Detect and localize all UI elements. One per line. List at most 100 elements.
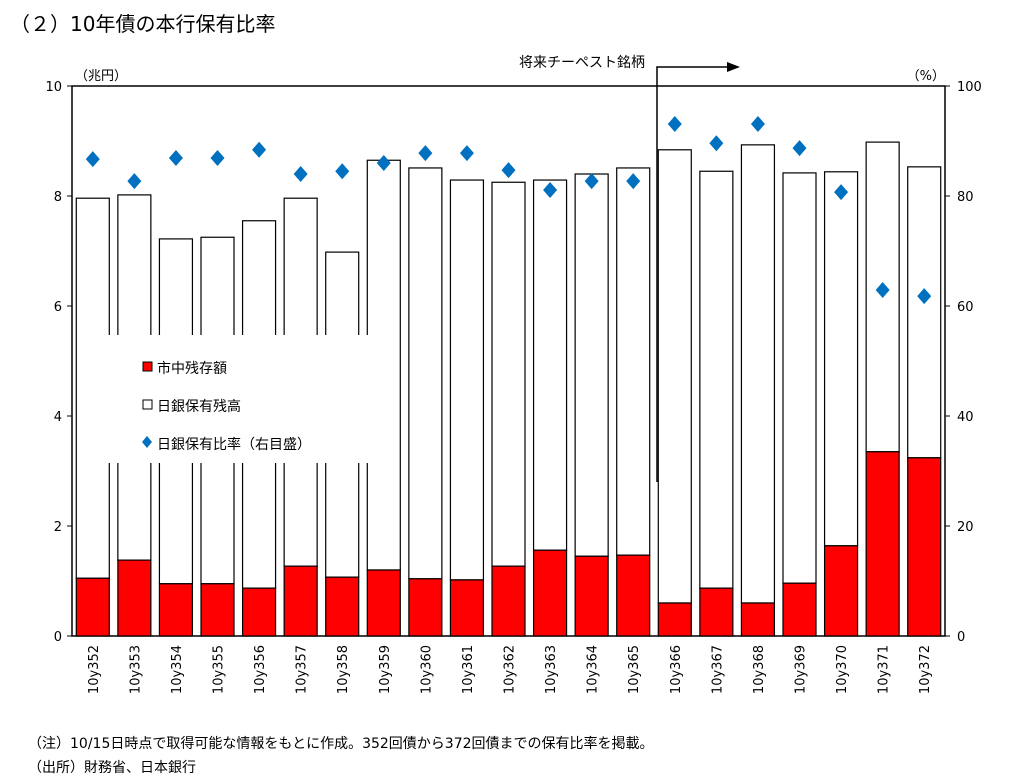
- x-tick-label: 10y352: [87, 645, 102, 694]
- x-tick-label: 10y357: [295, 645, 310, 694]
- bar-boj-holding: [740, 144, 776, 604]
- ratio-point: [501, 162, 516, 179]
- bar-market-outstanding: [907, 457, 942, 637]
- arrow-right-icon: [727, 62, 740, 72]
- bar-market-outstanding: [532, 549, 568, 637]
- bar-market-outstanding: [699, 587, 734, 637]
- ratio-point: [543, 181, 558, 198]
- x-tick-label: 10y353: [128, 645, 143, 694]
- x-tick-label: 10y363: [544, 645, 559, 694]
- ratio-point: [709, 135, 724, 152]
- ratio-point: [85, 151, 100, 168]
- bar-boj-holding: [532, 179, 568, 551]
- bar-boj-holding: [408, 167, 443, 580]
- x-tick-label: 10y355: [212, 645, 227, 694]
- ratio-point: [252, 141, 267, 158]
- bar-market-outstanding: [782, 582, 817, 637]
- y-right-axis-label: （%）: [907, 69, 945, 84]
- y-left-tick-label: 2: [54, 520, 62, 535]
- y-right-tick-label: 100: [957, 80, 982, 95]
- legend-label: 日銀保有残高: [157, 398, 241, 415]
- bar-boj-holding: [491, 181, 526, 567]
- ratio-point: [293, 166, 308, 182]
- bar-market-outstanding: [449, 579, 485, 637]
- y-left-tick-label: 8: [54, 190, 62, 205]
- bar-market-outstanding: [200, 583, 235, 637]
- x-tick-label: 10y359: [378, 645, 393, 694]
- x-tick-label: 10y370: [835, 645, 850, 694]
- bar-market-outstanding: [823, 545, 859, 637]
- ratio-point: [750, 115, 765, 132]
- x-tick-label: 10y360: [419, 645, 434, 694]
- y-left-tick-label: 0: [54, 630, 62, 645]
- chart-title: （２）10年債の本行保有比率: [10, 12, 276, 36]
- y-left-axis-label: （兆円）: [75, 69, 127, 84]
- ratio-point: [210, 150, 225, 167]
- bar-boj-holding: [907, 166, 942, 459]
- bar-market-outstanding: [491, 565, 526, 637]
- ratio-point: [875, 282, 890, 299]
- x-tick-label: 10y358: [336, 645, 351, 694]
- x-tick-label: 10y371: [877, 645, 892, 694]
- x-tick-label: 10y362: [503, 645, 518, 694]
- y-left-tick-label: 6: [54, 300, 62, 315]
- bar-market-outstanding: [158, 583, 194, 637]
- ratio-point: [335, 163, 350, 180]
- bar-boj-holding: [782, 172, 817, 584]
- ratio-point: [127, 173, 142, 190]
- legend-label: 日銀保有比率（右目盛）: [157, 436, 311, 453]
- footnote: （注）10/15日時点で取得可能な情報をもとに作成。352回債から372回債まで…: [28, 736, 654, 752]
- bar-boj-holding: [657, 149, 692, 604]
- x-tick-label: 10y368: [752, 645, 767, 694]
- bar-market-outstanding: [325, 576, 360, 637]
- bar-market-outstanding: [241, 587, 277, 637]
- bar-market-outstanding: [366, 569, 401, 637]
- ratio-point: [418, 145, 433, 162]
- bar-market-outstanding: [740, 602, 776, 637]
- y-right-tick-label: 40: [957, 410, 974, 425]
- bar-market-outstanding: [117, 559, 152, 637]
- ratio-point: [834, 184, 849, 201]
- x-tick-label: 10y364: [586, 645, 601, 694]
- ratio-point: [792, 140, 807, 157]
- bar-boj-holding: [699, 170, 734, 589]
- ratio-point: [626, 173, 641, 190]
- bar-market-outstanding: [75, 577, 110, 637]
- chart: 10y352 10y353 10y354 10y355 10y356 10y357 10y3…: [45, 55, 982, 694]
- x-tick-label: 10y367: [710, 645, 725, 694]
- x-tick-label: 10y366: [669, 645, 684, 694]
- bar-boj-holding: [449, 179, 485, 581]
- y-right-tick-label: 20: [957, 520, 974, 535]
- legend-swatch-white: [142, 399, 153, 410]
- bar-market-outstanding: [408, 578, 443, 637]
- bar-market-outstanding: [574, 555, 609, 637]
- x-tick-label: 10y372: [918, 645, 933, 694]
- bar-boj-holding: [823, 171, 859, 547]
- bar-market-outstanding: [283, 565, 318, 637]
- legend-swatch-red: [142, 361, 153, 372]
- bar-market-outstanding: [616, 554, 651, 637]
- legend-label: 市中残存額: [157, 360, 227, 377]
- ratio-point: [459, 145, 474, 162]
- source-note: （出所）財務省、日本銀行: [28, 760, 196, 776]
- bar-boj-holding: [616, 167, 651, 556]
- ratio-point: [584, 173, 599, 190]
- bar-boj-holding: [75, 197, 110, 579]
- legend-diamond-icon: [142, 436, 152, 448]
- y-left-tick-label: 4: [54, 410, 62, 425]
- bar-market-outstanding: [657, 602, 692, 637]
- bar-market-outstanding: [865, 451, 900, 637]
- ratio-point: [667, 115, 682, 132]
- y-right-tick-label: 0: [957, 630, 965, 645]
- ratio-point: [376, 155, 391, 171]
- ratio-point: [168, 150, 183, 167]
- x-tick-label: 10y356: [253, 645, 268, 694]
- annotation-line: [656, 66, 730, 482]
- y-left-tick-label: 10: [45, 80, 62, 95]
- bar-boj-holding: [574, 173, 609, 557]
- x-tick-label: 10y361: [461, 645, 476, 694]
- x-tick-label: 10y369: [794, 645, 809, 694]
- y-right-tick-label: 60: [957, 300, 974, 315]
- x-tick-label: 10y365: [627, 645, 642, 694]
- legend-box: [108, 335, 375, 463]
